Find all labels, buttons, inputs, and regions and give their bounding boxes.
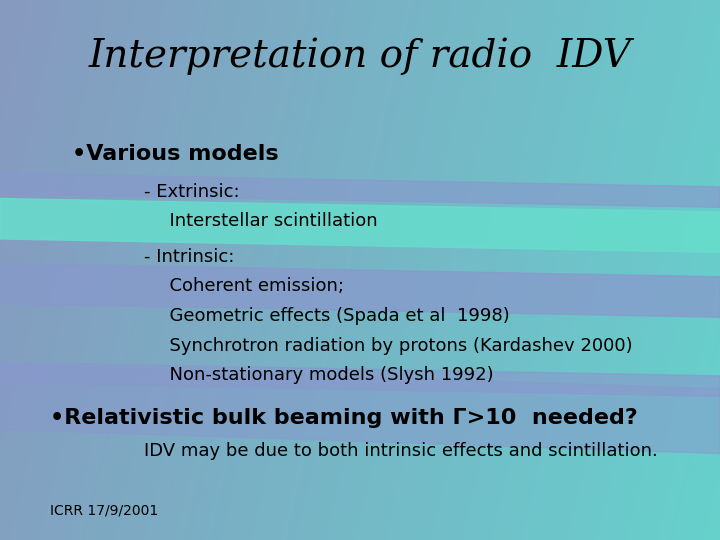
Text: - Extrinsic:: - Extrinsic: xyxy=(144,183,240,201)
Text: ICRR 17/9/2001: ICRR 17/9/2001 xyxy=(50,503,158,517)
Text: Interstellar scintillation: Interstellar scintillation xyxy=(158,212,378,231)
Text: •Various models: •Various models xyxy=(72,144,279,164)
Text: Non-stationary models (Slysh 1992): Non-stationary models (Slysh 1992) xyxy=(158,366,494,384)
Polygon shape xyxy=(0,362,720,396)
Text: IDV may be due to both intrinsic effects and scintillation.: IDV may be due to both intrinsic effects… xyxy=(144,442,658,460)
Polygon shape xyxy=(0,364,720,454)
Polygon shape xyxy=(0,263,720,317)
Text: Coherent emission;: Coherent emission; xyxy=(158,277,344,295)
Text: •Relativistic bulk beaming with Γ>10  needed?: •Relativistic bulk beaming with Γ>10 nee… xyxy=(50,408,638,429)
Text: - Intrinsic:: - Intrinsic: xyxy=(144,247,235,266)
Polygon shape xyxy=(0,199,720,252)
Text: Synchrotron radiation by protons (Kardashev 2000): Synchrotron radiation by protons (Kardas… xyxy=(158,336,633,355)
Text: Geometric effects (Spada et al  1998): Geometric effects (Spada et al 1998) xyxy=(158,307,510,325)
Text: Interpretation of radio  IDV: Interpretation of radio IDV xyxy=(89,38,631,76)
Polygon shape xyxy=(0,173,720,207)
